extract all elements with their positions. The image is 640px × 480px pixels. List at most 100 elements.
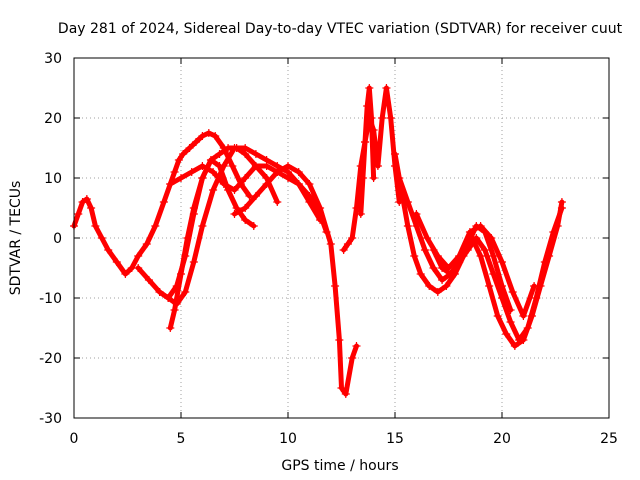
- data-point: [183, 234, 192, 242]
- data-point: [369, 174, 378, 182]
- y-tick-label: 10: [44, 171, 62, 187]
- data-point: [532, 294, 541, 302]
- data-point: [189, 258, 198, 266]
- data-point: [241, 216, 250, 224]
- x-tick-label: 20: [493, 431, 511, 447]
- data-point: [219, 162, 228, 170]
- data-point: [179, 150, 188, 158]
- data-point: [251, 192, 260, 200]
- y-tick-label: -30: [39, 411, 62, 427]
- grid: [74, 58, 609, 418]
- data-point: [198, 222, 207, 230]
- data-point: [378, 114, 387, 122]
- data-point: [326, 240, 335, 248]
- data-point: [91, 222, 100, 230]
- data-point: [480, 246, 489, 254]
- data-point: [134, 252, 143, 260]
- data-point: [224, 144, 233, 152]
- series-track-6: [230, 162, 361, 398]
- data-point: [170, 306, 179, 314]
- data-point: [403, 222, 412, 230]
- series-line: [392, 151, 565, 349]
- data-point: [361, 138, 370, 146]
- data-point: [506, 318, 515, 326]
- data-point: [166, 180, 175, 188]
- data-point: [485, 282, 494, 290]
- data-point: [198, 162, 207, 170]
- data-point: [209, 168, 218, 176]
- data-point: [557, 204, 566, 212]
- data-point: [219, 180, 228, 188]
- data-point: [305, 180, 314, 188]
- data-point: [134, 264, 143, 272]
- data-point: [97, 234, 106, 242]
- data-point: [506, 306, 515, 314]
- x-tick-label: 5: [177, 431, 186, 447]
- data-point: [455, 258, 464, 266]
- series-track-12: [429, 222, 515, 314]
- y-tick-label: 30: [44, 51, 62, 67]
- data-point: [438, 264, 447, 272]
- data-point: [198, 132, 207, 140]
- data-point: [164, 294, 173, 302]
- data-point: [489, 252, 498, 260]
- data-point: [416, 270, 425, 278]
- data-point: [82, 195, 91, 203]
- data-point: [433, 288, 442, 296]
- data-point: [493, 312, 502, 320]
- data-point: [177, 174, 185, 182]
- data-point: [472, 222, 481, 230]
- data-point: [155, 288, 164, 296]
- data-point: [358, 174, 367, 182]
- x-tick-label: 15: [386, 431, 404, 447]
- data-point: [476, 252, 485, 260]
- data-point: [425, 282, 434, 290]
- data-point: [463, 240, 472, 248]
- series-line: [396, 175, 565, 343]
- plot-frame: [73, 57, 610, 419]
- data-point: [228, 162, 237, 170]
- data-point: [78, 198, 87, 206]
- data-point: [230, 210, 239, 218]
- series-track-8: [356, 84, 378, 218]
- data-point: [339, 246, 348, 254]
- data-point: [159, 198, 168, 206]
- data-point: [170, 168, 179, 176]
- data-point: [262, 180, 271, 188]
- data-point: [365, 84, 374, 92]
- data-point: [273, 198, 282, 206]
- data-point: [352, 342, 361, 350]
- data-point: [187, 168, 196, 176]
- data-point: [251, 150, 260, 158]
- data-point: [386, 114, 395, 122]
- data-point: [177, 270, 185, 278]
- data-point: [273, 168, 282, 176]
- y-tick-label: -10: [39, 291, 62, 307]
- data-point: [412, 210, 421, 218]
- data-point: [331, 282, 340, 290]
- data-point: [480, 228, 489, 236]
- data-point: [540, 258, 549, 266]
- data-point: [429, 264, 438, 272]
- data-point: [367, 114, 376, 122]
- data-point: [198, 174, 207, 182]
- series-line: [431, 223, 514, 313]
- chart-title: Day 281 of 2024, Sidereal Day-to-day VTE…: [58, 21, 623, 37]
- data-point: [209, 186, 218, 194]
- data-point: [523, 324, 532, 332]
- data-point: [151, 222, 160, 230]
- data-point: [185, 144, 194, 152]
- data-point: [335, 336, 344, 344]
- y-tick-label: -20: [39, 351, 62, 367]
- series-line: [167, 163, 329, 235]
- x-axis-title: GPS time / hours: [281, 458, 398, 474]
- data-point: [316, 204, 325, 212]
- data-point: [498, 282, 506, 290]
- data-point: [294, 168, 303, 176]
- data-point: [348, 234, 357, 242]
- data-point: [215, 150, 224, 158]
- data-point: [391, 150, 399, 158]
- data-point: [241, 150, 250, 158]
- data-point: [363, 102, 372, 110]
